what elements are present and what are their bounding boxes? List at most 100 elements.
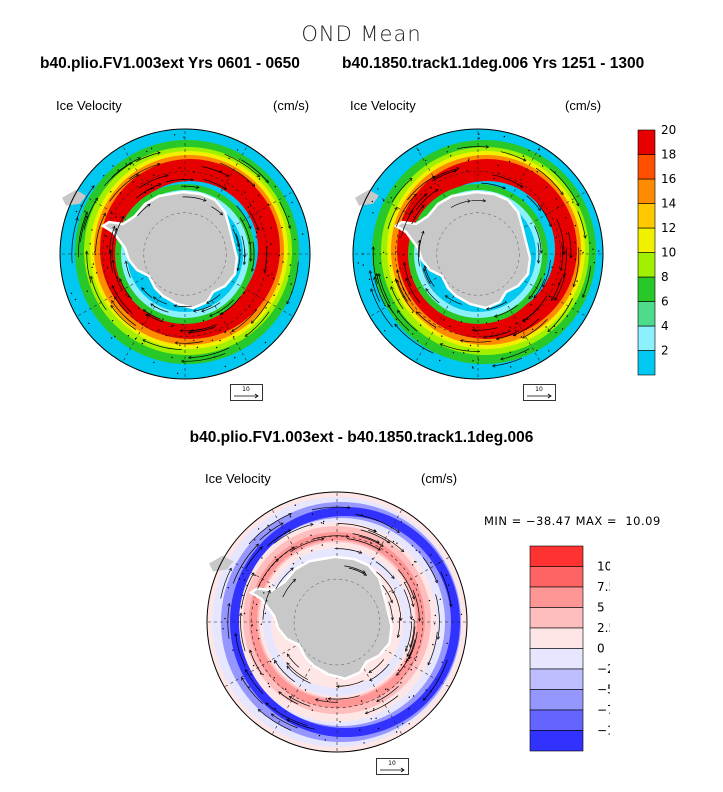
pi-vector-head xyxy=(394,206,398,211)
diff-vector-head xyxy=(390,617,395,621)
pi-vector-dot xyxy=(545,326,547,328)
plio-vector-dot xyxy=(75,210,78,213)
diff-vector-dot xyxy=(415,561,417,563)
pi-vector-dot xyxy=(592,248,594,250)
colorbar-difference-box xyxy=(529,689,584,711)
pi-vector-head xyxy=(415,311,420,315)
diff-vector-head xyxy=(409,644,413,648)
plio-vector-head xyxy=(180,359,185,363)
diff-vector-head xyxy=(327,697,332,701)
plio-vector-head xyxy=(236,267,240,272)
plio-vector-dot xyxy=(96,272,98,274)
pi-vector-dot xyxy=(402,254,404,256)
pi-vector-head xyxy=(550,297,555,302)
diff-vector-dot xyxy=(274,707,276,710)
diff-vector-dot xyxy=(438,562,441,564)
plio-vector-dot xyxy=(106,267,109,269)
plio-vector-head xyxy=(111,299,115,304)
plio-vector xyxy=(109,174,139,202)
diff-vector-dot xyxy=(243,579,246,581)
plio-vector-head xyxy=(119,278,123,282)
diff-vector-dot xyxy=(258,637,260,640)
diff-vector-dot xyxy=(255,603,258,606)
diff-vector-dot xyxy=(274,570,276,572)
diff-vector-head xyxy=(320,537,325,541)
pi-vector-head xyxy=(495,336,500,341)
diff-vector-head xyxy=(255,543,259,547)
colorbar-velocity-tick: 14 xyxy=(661,197,676,211)
pi-vector-dot xyxy=(593,261,595,264)
pi-vector-head xyxy=(417,239,421,244)
pi-vector-head xyxy=(368,270,373,274)
plio-vector-dot xyxy=(144,191,147,194)
pi-vector-dot xyxy=(557,282,560,285)
diff-vector-dot xyxy=(254,539,256,541)
diff-vector-dot xyxy=(304,689,307,691)
pi-vector-head xyxy=(423,265,427,269)
diff-vector xyxy=(240,613,246,652)
plio-vector-head xyxy=(287,225,292,230)
pi-vector-head xyxy=(402,261,407,266)
diff-vector-dot xyxy=(408,723,410,725)
plio-vector-dot xyxy=(247,206,249,208)
pi-vector-head xyxy=(562,251,566,256)
pi-vector-dot xyxy=(399,236,401,238)
plio-vector-dot xyxy=(290,283,292,285)
pi-vector xyxy=(535,167,564,195)
pi-vector-head xyxy=(375,272,379,277)
diff-vector-head xyxy=(386,540,391,544)
diff-vector-dot xyxy=(419,551,421,553)
plio-vector xyxy=(241,159,269,183)
pi-vector-dot xyxy=(515,329,517,332)
diff-vector-head xyxy=(227,602,231,607)
diff-vector-head xyxy=(399,617,403,622)
diff-map-border xyxy=(206,491,468,753)
pi-vector-dot xyxy=(403,289,405,291)
diff-vector-dot xyxy=(400,521,402,523)
pi-vector-dot xyxy=(548,350,550,352)
plio-vector-dot xyxy=(152,187,155,190)
pi-vector-dot xyxy=(395,318,398,321)
plio-vector-dot xyxy=(255,309,257,311)
plio-vector-dot xyxy=(125,294,127,296)
plio-vector-dot xyxy=(119,192,122,194)
diff-vector-head xyxy=(287,529,292,533)
plio-vector-head xyxy=(84,211,88,215)
plio-vector-head xyxy=(196,185,200,189)
pi-vector-dot xyxy=(536,171,538,173)
pi-vector xyxy=(395,278,415,312)
plio-vector-dot xyxy=(294,238,296,241)
plio-vector xyxy=(286,261,299,305)
diff-vector xyxy=(367,529,404,552)
diff-vector xyxy=(427,631,438,666)
diff-vector-dot xyxy=(318,734,321,737)
diff-vector-dot xyxy=(261,557,263,559)
colorbar-velocity-box xyxy=(637,178,656,204)
plio-vector xyxy=(181,353,226,362)
polar-map-diff xyxy=(206,491,468,753)
plio-vector-dot xyxy=(278,283,280,285)
diff-vector-head xyxy=(400,548,405,553)
pi-vector-head xyxy=(572,283,576,288)
colorbar-velocity: 2 4 6 8 10 12 14 16 18 20 xyxy=(637,125,676,376)
diff-vector-head xyxy=(245,668,249,673)
plio-vector-head xyxy=(201,309,205,313)
pi-vector xyxy=(394,323,434,354)
plio-vector-head xyxy=(112,225,116,230)
pi-vector-dot xyxy=(384,304,386,307)
diff-vector-dot xyxy=(337,523,340,525)
plio-vector xyxy=(244,311,270,337)
pi-vector-dot xyxy=(419,324,422,326)
diff-vector-head xyxy=(241,677,245,681)
plio-vector-head xyxy=(121,215,125,220)
diff-vector-head xyxy=(286,662,290,666)
plio-vector-dot xyxy=(247,180,249,183)
diff-vector-head xyxy=(422,697,427,701)
plio-vector-dot xyxy=(91,229,93,231)
plio-vector xyxy=(90,276,107,311)
plio-vector-dot xyxy=(88,322,90,325)
pi-vector-dot xyxy=(410,276,412,278)
pi-vector-dot xyxy=(531,170,533,173)
diff-vector-dot xyxy=(392,540,395,543)
diff-vector-dot xyxy=(270,529,272,531)
